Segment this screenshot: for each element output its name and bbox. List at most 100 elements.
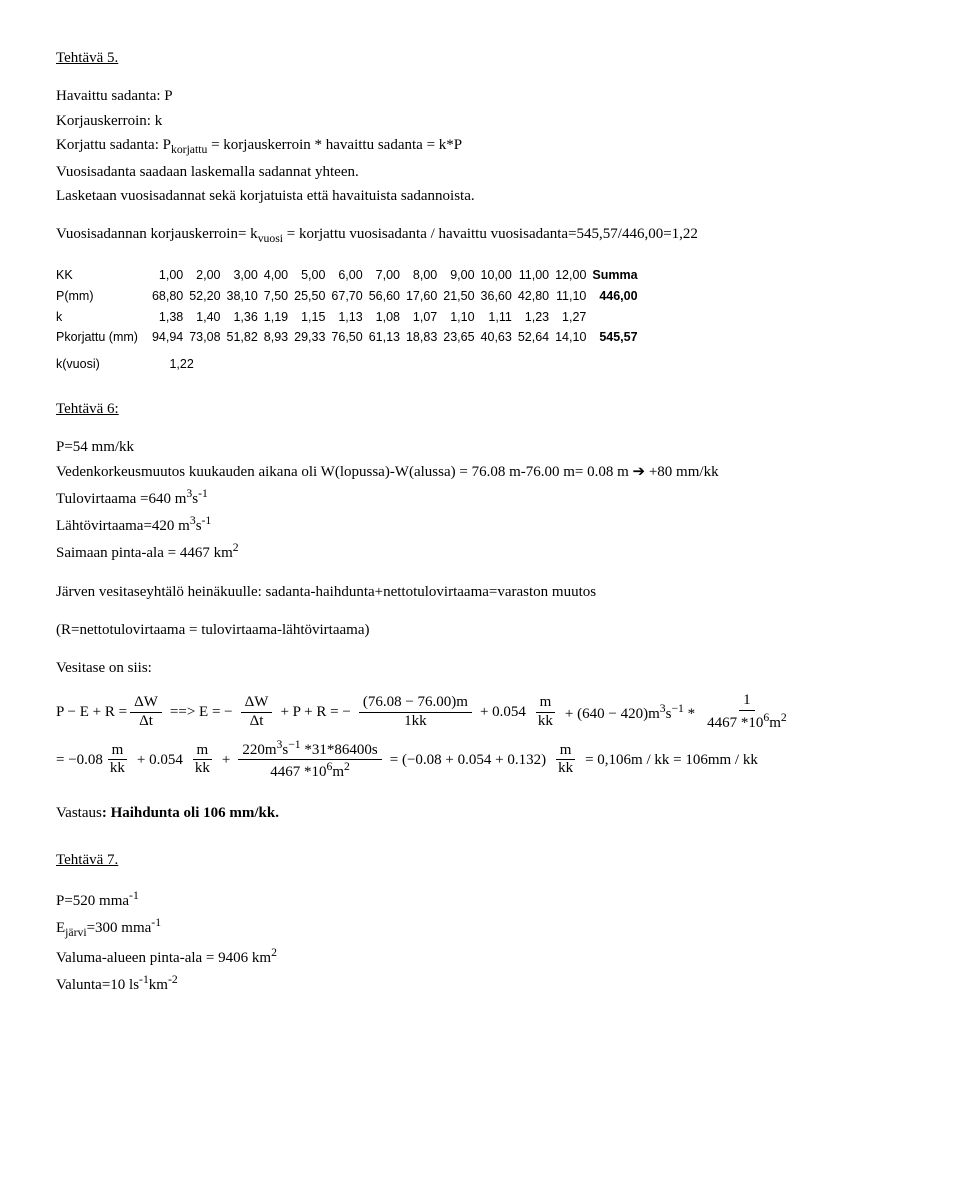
t5-l4: Vuosisadanta saadaan laskemalla sadannat… (56, 162, 904, 182)
frac-num: (76.08 − 76.00)m (359, 694, 472, 712)
sup-2: 2 (344, 760, 350, 773)
row-label-k: k (56, 307, 152, 328)
cell: 1,10 (443, 307, 480, 328)
cell: 52,64 (518, 327, 555, 348)
cell: 61,13 (369, 327, 406, 348)
sup-m1: −1 (671, 702, 683, 715)
frac-m-kk: m kk (106, 742, 129, 778)
frac-dw-dt: ΔW Δt (130, 694, 162, 730)
t5-l3sub: korjattu (171, 143, 207, 156)
frac-den: Δt (246, 713, 268, 730)
cell: 40,63 (481, 327, 518, 348)
row-label-p: P(mm) (56, 286, 152, 307)
equation-block: P − E + R = ΔW Δt ==> E = − ΔW Δt + P + … (56, 692, 904, 781)
t6-l4: Lähtövirtaama=420 m3s-1 (56, 513, 904, 536)
t6-heading: Tehtävä 6: (56, 399, 904, 419)
cell: 1,19 (264, 307, 294, 328)
t5-l6b: = korjattu vuosisadanta / havaittu vuosi… (283, 226, 698, 242)
frac-area: 1 4467 *106m2 (703, 692, 791, 732)
sup-m1: -1 (202, 514, 212, 527)
t6-l7: (R=nettotulovirtaama = tulovirtaama-läht… (56, 620, 904, 640)
t6-l1: P=54 mm/kk (56, 437, 904, 457)
kvuosi-line: k(vuosi) 1,22 (56, 356, 904, 373)
cell: 73,08 (189, 327, 226, 348)
t5-heading: Tehtävä 5. (56, 48, 904, 68)
cell: 5,00 (294, 265, 331, 286)
frac-m-kk: m kk (191, 742, 214, 778)
t6-l2: Vedenkorkeusmuutos kuukauden aikana oli … (56, 462, 904, 482)
eq-plus-pr: + P + R = − (280, 702, 350, 722)
frac-den: kk (106, 760, 129, 777)
eq-line2c: = (−0.08 + 0.054 + 0.132) (390, 750, 546, 770)
frac-den: 1kk (400, 713, 431, 730)
t7-l3: Valuma-alueen pinta-ala = 9406 km2 (56, 945, 904, 968)
unit-m: m (769, 715, 781, 731)
cell: 446,00 (592, 286, 643, 307)
frac-num: m (556, 742, 576, 760)
cell: 1,15 (294, 307, 331, 328)
star: * (688, 706, 696, 722)
kvuosi-value: 1,22 (169, 357, 193, 371)
cell: 18,83 (406, 327, 443, 348)
cell: 9,00 (443, 265, 480, 286)
t6-l8: Vesitase on siis: (56, 658, 904, 678)
t6-l3: Tulovirtaama =640 m3s-1 (56, 486, 904, 509)
table-row: k 1,38 1,40 1,36 1,19 1,15 1,13 1,08 1,0… (56, 307, 644, 328)
frac-num: ΔW (130, 694, 162, 712)
t6-l5: Saimaan pinta-ala = 4467 km2 (56, 540, 904, 563)
cell: 29,33 (294, 327, 331, 348)
row-label-kk: KK (56, 265, 152, 286)
cell: 1,27 (555, 307, 592, 328)
frac-flow: 220m3s−1 *31*86400s 4467 *106m2 (238, 738, 381, 782)
t7-l2a: E (56, 920, 65, 936)
cell: 1,36 (227, 307, 264, 328)
frac-num: m (108, 742, 128, 760)
sup-2: 2 (781, 711, 787, 724)
unit-m: m (332, 764, 344, 780)
frac-num: 1 (739, 692, 755, 710)
t7-l2sub: järvi (65, 926, 86, 939)
cell-summa: Summa (592, 265, 643, 286)
frac-m-kk: m kk (534, 694, 557, 730)
cell: 6,00 (331, 265, 368, 286)
cell: 1,23 (518, 307, 555, 328)
table-row: P(mm) 68,80 52,20 38,10 7,50 25,50 67,70… (56, 286, 644, 307)
t7-l2b: =300 mma (87, 920, 152, 936)
frac-num: m (193, 742, 213, 760)
eq-line2a: = −0.08 (56, 750, 103, 770)
t7-l1: P=520 mma-1 (56, 888, 904, 911)
frac-den: kk (554, 760, 577, 777)
row-label-pk: Pkorjattu (mm) (56, 327, 152, 348)
t7-l2: Ejärvi=300 mma-1 (56, 915, 904, 941)
t5-l5: Lasketaan vuosisadannat sekä korjatuista… (56, 186, 904, 206)
sup-m2: -2 (168, 973, 178, 986)
t7-l3a: Valuma-alueen pinta-ala = 9406 km (56, 950, 271, 966)
cell: 7,50 (264, 286, 294, 307)
sup-m1: -1 (139, 973, 149, 986)
sup-m1: -1 (151, 916, 161, 929)
t5-l6a: Vuosisadannan korjauskerroin= k (56, 226, 258, 242)
cell: 1,07 (406, 307, 443, 328)
kvuosi-label: k(vuosi) (56, 356, 166, 373)
cell: 52,20 (189, 286, 226, 307)
frac-num: 220m3s−1 *31*86400s (238, 738, 381, 760)
t6-l4-text: Lähtövirtaama=420 m (56, 518, 190, 534)
num3b: *31*86400s (301, 742, 378, 758)
frac-m-kk: m kk (554, 742, 577, 778)
num3a: 220m (242, 742, 276, 758)
eq-line2b: + 0.054 (137, 750, 183, 770)
t7-l4a: Valunta=10 ls (56, 977, 139, 993)
cell: 1,38 (152, 307, 189, 328)
t5-l6sub: vuosi (258, 232, 283, 245)
cell: 4,00 (264, 265, 294, 286)
frac-den: kk (191, 760, 214, 777)
cell: 51,82 (227, 327, 264, 348)
eq-plus640: + (640 − 420)m3s−1 * (565, 701, 695, 724)
cell: 10,00 (481, 265, 518, 286)
t5-l1: Havaittu sadanta: P (56, 86, 904, 106)
table-row: Pkorjattu (mm) 94,94 73,08 51,82 8,93 29… (56, 327, 644, 348)
cell: 8,00 (406, 265, 443, 286)
cell: 21,50 (443, 286, 480, 307)
t5-l3: Korjattu sadanta: Pkorjattu = korjausker… (56, 135, 904, 158)
cell: 23,65 (443, 327, 480, 348)
